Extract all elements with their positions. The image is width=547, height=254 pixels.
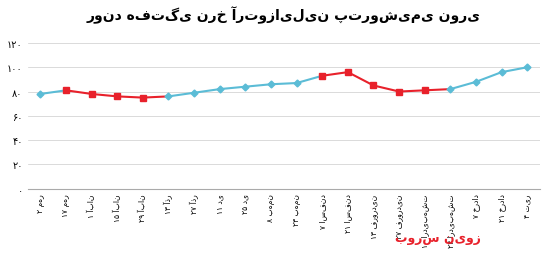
Title: روند هفتگی نرخ آرتوزایلین پتروشیمی نوری: روند هفتگی نرخ آرتوزایلین پتروشیمی نوری: [87, 7, 481, 24]
Text: بورس نیوز: بورس نیوز: [395, 231, 481, 244]
